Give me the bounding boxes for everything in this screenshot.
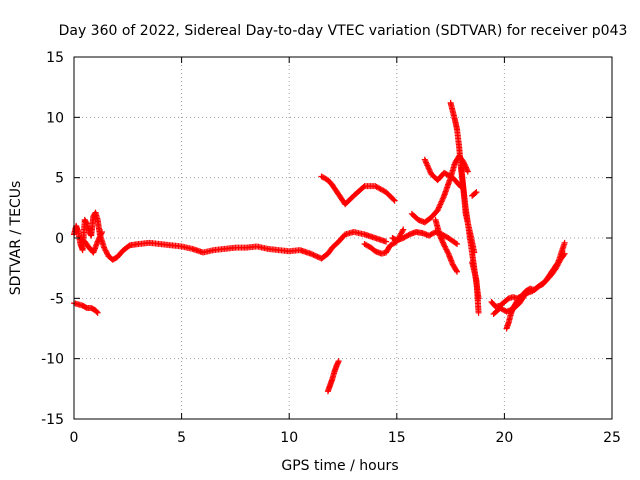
data-point bbox=[475, 309, 482, 316]
data-point bbox=[464, 167, 471, 174]
y-tick-label: 5 bbox=[55, 171, 64, 187]
data-point bbox=[472, 190, 479, 197]
data-point bbox=[95, 237, 102, 244]
data-point bbox=[335, 358, 342, 365]
data-point bbox=[97, 231, 104, 238]
data-point bbox=[439, 239, 446, 246]
data-point bbox=[97, 233, 104, 240]
axis-ticks: 0 5 10 15 20 25 -15 -10 -5 0 5 10 15 bbox=[41, 50, 621, 446]
y-tick-label: -10 bbox=[41, 352, 64, 368]
data-point bbox=[310, 251, 317, 258]
data-point bbox=[453, 267, 460, 274]
gridlines bbox=[74, 57, 612, 419]
y-tick-label: -5 bbox=[50, 291, 64, 307]
x-tick-label: 20 bbox=[495, 430, 513, 446]
data-point bbox=[95, 235, 102, 242]
data-point bbox=[454, 241, 461, 248]
data-point bbox=[94, 309, 101, 316]
data-point bbox=[461, 161, 468, 168]
data-point bbox=[94, 238, 101, 245]
data-point bbox=[439, 238, 446, 245]
data-point bbox=[471, 249, 478, 256]
data-point bbox=[390, 196, 397, 203]
data-point bbox=[454, 268, 461, 275]
data-point bbox=[309, 251, 316, 258]
y-axis-label: SDTVAR / TECUs bbox=[8, 181, 24, 296]
data-point bbox=[438, 235, 445, 242]
data-points bbox=[71, 99, 568, 395]
data-point bbox=[311, 252, 318, 259]
data-point bbox=[314, 253, 321, 260]
series-arc5 bbox=[318, 173, 398, 208]
data-point bbox=[514, 297, 521, 304]
y-tick-label: -15 bbox=[41, 412, 64, 428]
series-arc3 bbox=[77, 228, 105, 256]
data-point bbox=[98, 228, 105, 235]
series-arc16 bbox=[490, 239, 568, 318]
series-arc2 bbox=[71, 209, 390, 263]
y-tick-label: 10 bbox=[46, 110, 64, 126]
series-arc1 bbox=[71, 300, 101, 316]
data-point bbox=[513, 298, 520, 305]
x-tick-label: 25 bbox=[603, 430, 621, 446]
data-point bbox=[399, 227, 406, 234]
chart-title: Day 360 of 2022, Sidereal Day-to-day VTE… bbox=[59, 23, 628, 39]
series-arc14 bbox=[469, 259, 482, 316]
series-arc13 bbox=[469, 189, 480, 199]
data-point bbox=[360, 184, 367, 191]
series-arc12 bbox=[458, 165, 478, 256]
data-point bbox=[440, 240, 447, 247]
data-point bbox=[93, 309, 100, 316]
data-point bbox=[98, 230, 105, 237]
data-point bbox=[438, 236, 445, 243]
data-point bbox=[452, 240, 459, 247]
x-tick-label: 15 bbox=[388, 430, 406, 446]
data-point bbox=[437, 233, 444, 240]
data-point bbox=[313, 253, 320, 260]
data-point bbox=[464, 168, 471, 175]
data-point bbox=[473, 189, 480, 196]
series-arc17 bbox=[503, 297, 521, 332]
x-tick-label: 0 bbox=[70, 430, 79, 446]
data-point bbox=[561, 239, 568, 246]
data-point bbox=[400, 226, 407, 233]
series-arc6 bbox=[324, 358, 342, 395]
data-point bbox=[461, 160, 468, 167]
data-point bbox=[436, 232, 443, 239]
series-arc10 bbox=[432, 216, 461, 275]
y-tick-label: 15 bbox=[46, 50, 64, 66]
data-point bbox=[83, 219, 90, 226]
data-point bbox=[463, 165, 470, 172]
data-point bbox=[554, 260, 561, 267]
data-point bbox=[307, 250, 314, 257]
data-point bbox=[383, 238, 390, 245]
x-tick-label: 5 bbox=[177, 430, 186, 446]
y-tick-label: 0 bbox=[55, 231, 64, 247]
data-point bbox=[96, 234, 103, 241]
x-tick-label: 10 bbox=[280, 430, 298, 446]
data-point bbox=[391, 197, 398, 204]
x-axis-label: GPS time / hours bbox=[281, 458, 398, 474]
